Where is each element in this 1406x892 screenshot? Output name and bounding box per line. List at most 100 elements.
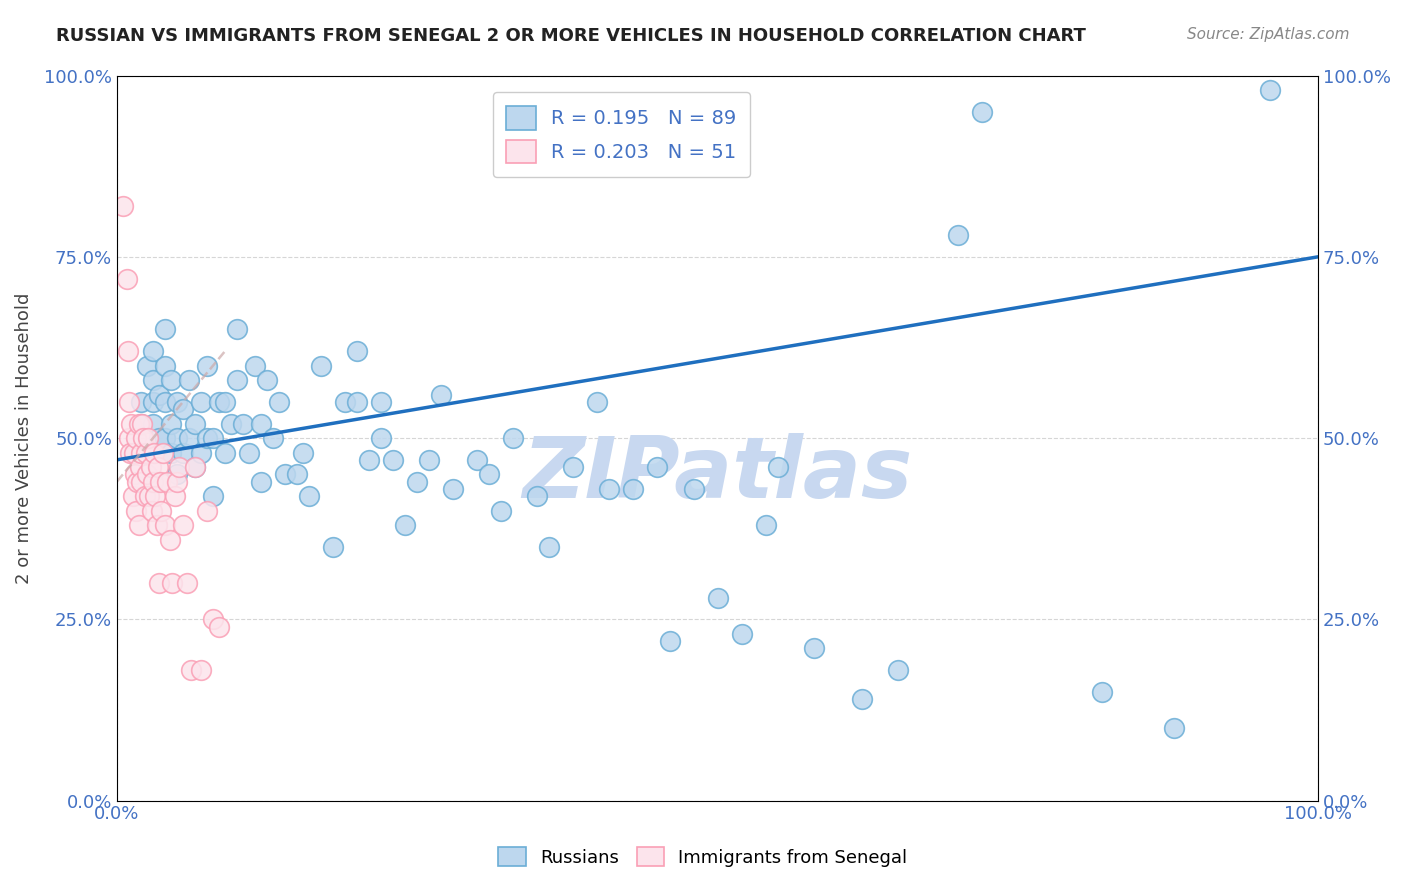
Point xyxy=(134,489,156,503)
Point xyxy=(149,475,172,489)
Point xyxy=(142,373,165,387)
Point xyxy=(214,445,236,459)
Point xyxy=(208,394,231,409)
Point xyxy=(172,445,194,459)
Point xyxy=(115,271,138,285)
Point xyxy=(322,540,344,554)
Point xyxy=(346,344,368,359)
Point xyxy=(124,467,146,482)
Point xyxy=(238,445,260,459)
Point xyxy=(335,394,357,409)
Point xyxy=(184,460,207,475)
Point xyxy=(152,445,174,459)
Point xyxy=(755,518,778,533)
Text: RUSSIAN VS IMMIGRANTS FROM SENEGAL 2 OR MORE VEHICLES IN HOUSEHOLD CORRELATION C: RUSSIAN VS IMMIGRANTS FROM SENEGAL 2 OR … xyxy=(56,27,1085,45)
Point xyxy=(886,663,908,677)
Point xyxy=(226,373,249,387)
Point xyxy=(128,460,150,475)
Point xyxy=(142,417,165,431)
Point xyxy=(129,394,152,409)
Point xyxy=(309,359,332,373)
Point xyxy=(658,634,681,648)
Point xyxy=(184,417,207,431)
Point xyxy=(125,503,148,517)
Point xyxy=(647,460,669,475)
Point xyxy=(136,359,159,373)
Point xyxy=(118,431,141,445)
Point xyxy=(166,467,188,482)
Point xyxy=(274,467,297,482)
Point xyxy=(172,518,194,533)
Point xyxy=(118,394,141,409)
Text: Source: ZipAtlas.com: Source: ZipAtlas.com xyxy=(1187,27,1350,42)
Point xyxy=(406,475,429,489)
Point xyxy=(586,394,609,409)
Point xyxy=(129,475,152,489)
Point xyxy=(153,518,176,533)
Point xyxy=(478,467,501,482)
Point xyxy=(141,503,163,517)
Point xyxy=(195,431,218,445)
Point xyxy=(256,373,278,387)
Point xyxy=(202,612,225,626)
Point xyxy=(298,489,321,503)
Point xyxy=(359,452,381,467)
Point xyxy=(394,518,416,533)
Point xyxy=(598,482,620,496)
Point xyxy=(491,503,513,517)
Point xyxy=(160,445,183,459)
Point xyxy=(122,445,145,459)
Point xyxy=(562,460,585,475)
Point xyxy=(150,503,173,517)
Point xyxy=(851,692,873,706)
Point xyxy=(117,344,139,359)
Point xyxy=(946,227,969,242)
Point xyxy=(177,373,200,387)
Point xyxy=(139,460,162,475)
Point xyxy=(145,518,167,533)
Point xyxy=(153,431,176,445)
Point xyxy=(177,431,200,445)
Point xyxy=(803,641,825,656)
Point xyxy=(418,452,440,467)
Point xyxy=(202,489,225,503)
Point xyxy=(128,518,150,533)
Point xyxy=(706,591,728,605)
Point xyxy=(538,540,561,554)
Point xyxy=(226,322,249,336)
Legend: R = 0.195   N = 89, R = 0.203   N = 51: R = 0.195 N = 89, R = 0.203 N = 51 xyxy=(494,93,749,177)
Legend: Russians, Immigrants from Senegal: Russians, Immigrants from Senegal xyxy=(491,840,915,874)
Point xyxy=(526,489,548,503)
Point xyxy=(232,417,254,431)
Point xyxy=(129,417,152,431)
Point xyxy=(166,475,188,489)
Point xyxy=(682,482,704,496)
Point xyxy=(136,467,159,482)
Point xyxy=(145,489,167,503)
Point xyxy=(176,576,198,591)
Point xyxy=(208,619,231,633)
Point xyxy=(202,431,225,445)
Point xyxy=(180,663,202,677)
Point xyxy=(766,460,789,475)
Point xyxy=(156,475,179,489)
Point xyxy=(292,445,315,459)
Point xyxy=(120,417,142,431)
Point xyxy=(250,475,273,489)
Point xyxy=(136,431,159,445)
Point xyxy=(1258,83,1281,97)
Point xyxy=(172,402,194,417)
Point xyxy=(135,445,157,459)
Point xyxy=(370,431,392,445)
Point xyxy=(148,576,170,591)
Point xyxy=(970,104,993,119)
Point xyxy=(125,431,148,445)
Point xyxy=(146,460,169,475)
Point xyxy=(128,417,150,431)
Point xyxy=(159,533,181,547)
Point xyxy=(382,452,405,467)
Point xyxy=(441,482,464,496)
Point xyxy=(111,199,134,213)
Point xyxy=(184,460,207,475)
Point xyxy=(262,431,284,445)
